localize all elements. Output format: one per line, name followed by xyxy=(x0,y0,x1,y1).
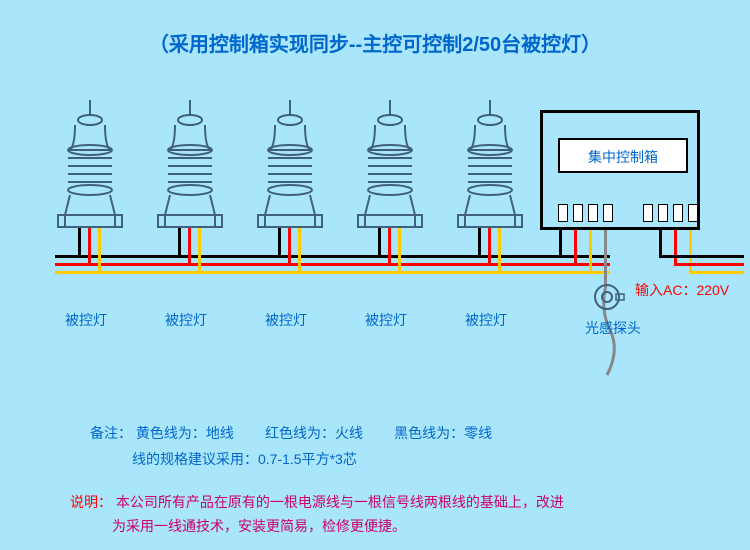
desc-text2: 为采用一线通技术，安装更简易，检修更便捷。 xyxy=(70,514,406,538)
note-black: 黑色线为：零线 xyxy=(394,425,492,441)
drop xyxy=(198,228,201,274)
control-box: 集中控制箱 xyxy=(540,110,700,230)
drop xyxy=(478,228,481,258)
terminal xyxy=(673,204,683,222)
drop xyxy=(278,228,281,258)
wire-yellow xyxy=(55,271,610,274)
wire-red xyxy=(55,263,610,266)
ctrl-wire-sensor xyxy=(604,230,607,285)
light-label: 被控灯 xyxy=(465,310,507,330)
sensor-label: 光感探头 xyxy=(585,318,641,338)
ctrl-wire xyxy=(589,230,592,274)
drop xyxy=(398,228,401,274)
note-red: 红色线为：火线 xyxy=(265,425,363,441)
light-3 xyxy=(250,100,330,230)
terminal xyxy=(573,204,583,222)
drop xyxy=(78,228,81,258)
wire-black xyxy=(55,255,610,258)
description: 说明： 本公司所有产品在原有的一根电源线与一根信号线两根线的基础上，改进 为采用… xyxy=(70,490,564,538)
ctrl-wire xyxy=(574,230,577,266)
light-2 xyxy=(150,100,230,230)
drop xyxy=(498,228,501,274)
ac-wire xyxy=(659,255,744,258)
drop xyxy=(288,228,291,266)
page-title: （采用控制箱实现同步--主控可控制2/50台被控灯） xyxy=(0,0,750,57)
control-box-label: 集中控制箱 xyxy=(558,138,688,173)
desc-prefix: 说明： xyxy=(70,494,112,510)
wiring-diagram: 集中控制箱 被控灯 被控灯 被控灯 被控灯 被控灯 输入AC：220V 光感探头 xyxy=(0,100,750,380)
drop xyxy=(298,228,301,274)
light-label: 被控灯 xyxy=(65,310,107,330)
input-label: 输入AC：220V xyxy=(635,280,729,300)
drop xyxy=(388,228,391,266)
ac-wire xyxy=(674,230,677,266)
desc-text1: 本公司所有产品在原有的一根电源线与一根信号线两根线的基础上，改进 xyxy=(116,494,564,510)
terminal xyxy=(588,204,598,222)
light-label: 被控灯 xyxy=(165,310,207,330)
note-spec: 线的规格建议采用：0.7-1.5平方*3芯 xyxy=(90,446,492,472)
terminal xyxy=(643,204,653,222)
light-label: 被控灯 xyxy=(265,310,307,330)
light-4 xyxy=(350,100,430,230)
light-sensor-icon xyxy=(590,280,625,315)
ac-wire xyxy=(689,271,744,274)
drop xyxy=(378,228,381,258)
drop xyxy=(88,228,91,266)
light-label: 被控灯 xyxy=(365,310,407,330)
ac-wire xyxy=(689,230,692,274)
drop xyxy=(98,228,101,274)
ac-wire xyxy=(674,263,744,266)
terminal xyxy=(688,204,698,222)
drop xyxy=(488,228,491,266)
note-yellow: 黄色线为：地线 xyxy=(136,425,234,441)
light-1 xyxy=(50,100,130,230)
drop xyxy=(178,228,181,258)
terminal xyxy=(658,204,668,222)
ctrl-wire xyxy=(559,230,562,258)
light-5 xyxy=(450,100,530,230)
note-prefix: 备注： xyxy=(90,425,132,441)
ac-wire xyxy=(659,230,662,258)
drop xyxy=(188,228,191,266)
terminal xyxy=(603,204,613,222)
wire-notes: 备注： 黄色线为：地线 红色线为：火线 黑色线为：零线 线的规格建议采用：0.7… xyxy=(90,420,492,472)
terminal xyxy=(558,204,568,222)
